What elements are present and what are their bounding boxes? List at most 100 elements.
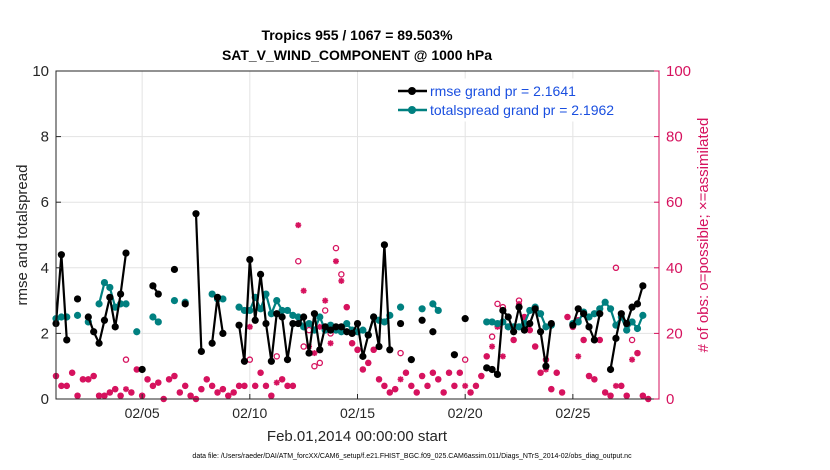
obs-marker-stroke xyxy=(537,369,544,376)
legend-spread-marker xyxy=(408,106,416,114)
obs-marker-stroke xyxy=(144,376,151,383)
obs-marker-stroke xyxy=(392,386,398,392)
spread-point xyxy=(590,310,598,318)
obs-assimilated-point xyxy=(300,287,307,294)
obs-marker-stroke xyxy=(387,389,393,396)
rmse-point xyxy=(418,316,426,324)
rmse-point xyxy=(386,346,394,354)
obs-assimilated-point xyxy=(128,389,135,396)
obs-marker-stroke xyxy=(613,383,619,389)
rmse-point xyxy=(461,315,469,323)
obs-assimilated-point xyxy=(451,382,458,389)
obs-possible-point xyxy=(311,362,318,370)
rmse-point xyxy=(219,329,227,337)
rmse-point xyxy=(370,313,378,321)
obs-assimilated-point xyxy=(349,340,356,347)
obs-possible-point xyxy=(273,353,280,360)
obs-possible-point xyxy=(612,264,620,272)
obs-assimilated-point xyxy=(198,386,205,393)
rmse-point xyxy=(267,357,275,365)
rmse-point xyxy=(213,293,222,301)
legend: rmse grand pr = 2.1641 totalspread grand… xyxy=(392,78,656,122)
rmse-point xyxy=(407,356,415,364)
obs-marker-stroke xyxy=(209,383,215,389)
obs-marker-stroke xyxy=(607,392,614,399)
obs-marker-stroke xyxy=(424,383,431,389)
obs-marker-stroke xyxy=(500,353,506,360)
obs-marker-stroke xyxy=(58,383,65,389)
obs-assimilated-point xyxy=(478,373,485,380)
rmse-point xyxy=(256,270,265,278)
obs-assimilated-point xyxy=(639,392,646,399)
rmse-point xyxy=(235,321,243,329)
obs-marker-stroke xyxy=(295,222,302,228)
obs-marker-stroke xyxy=(634,350,641,356)
obs-marker-stroke xyxy=(182,383,188,389)
rmse-point xyxy=(305,349,313,357)
obs-marker-stroke xyxy=(446,369,452,376)
y-right-tick-label: 20 xyxy=(666,325,683,342)
obs-possible-point xyxy=(488,333,496,340)
obs-assimilated-point xyxy=(376,376,383,383)
obs-assimilated-point xyxy=(564,314,571,320)
obs-assimilated-point xyxy=(580,336,587,343)
y-axis-right-label: # of obs: o=possible; ×=assimilated xyxy=(695,118,712,353)
obs-assimilated-point xyxy=(246,323,253,330)
spread-point xyxy=(633,324,642,333)
obs-assimilated-point xyxy=(209,382,216,389)
obs-assimilated-point xyxy=(327,340,334,347)
obs-assimilated-point xyxy=(176,389,183,396)
obs-assimilated-point xyxy=(386,389,393,396)
obs-assimilated-point xyxy=(397,376,404,383)
rmse-point xyxy=(359,352,367,360)
rmse-point xyxy=(364,331,372,339)
obs-possible-point xyxy=(628,336,636,344)
obs-assimilated-point xyxy=(548,386,555,393)
obs-assimilated-point xyxy=(149,382,156,389)
rmse-point xyxy=(273,310,281,318)
obs-possible-point xyxy=(316,359,324,367)
obs-assimilated-point xyxy=(413,389,420,396)
rmse-point xyxy=(73,295,82,303)
rmse-point xyxy=(192,210,200,218)
obs-assimilated-point xyxy=(575,353,582,360)
obs-marker-stroke xyxy=(90,373,97,379)
y-left-tick-label: 8 xyxy=(41,129,49,146)
rmse-point xyxy=(310,310,319,318)
obs-assimilated-point xyxy=(359,366,366,373)
rmse-point xyxy=(633,300,642,308)
obs-marker-stroke xyxy=(117,392,124,399)
obs-assimilated-point xyxy=(553,369,560,376)
rmse-point xyxy=(429,328,437,336)
obs-marker-stroke xyxy=(220,386,226,392)
spread-point xyxy=(122,300,130,308)
y-right-tick-label: 0 xyxy=(666,391,674,408)
obs-possible-point xyxy=(122,356,130,363)
rmse-point xyxy=(348,329,356,337)
obs-assimilated-point xyxy=(74,392,81,399)
obs-assimilated-point xyxy=(532,343,539,350)
obs-marker-stroke xyxy=(553,369,560,376)
obs-assimilated-point xyxy=(338,277,345,284)
obs-assimilated-point xyxy=(499,353,506,360)
obs-assimilated-point xyxy=(618,382,625,389)
rmse-line-segment xyxy=(194,213,203,352)
obs-marker-stroke xyxy=(419,373,425,379)
obs-marker-stroke xyxy=(381,383,388,389)
obs-assimilated-point xyxy=(58,382,65,389)
rmse-point xyxy=(547,319,555,328)
rmse-point xyxy=(117,290,125,298)
rmse-point xyxy=(181,300,189,308)
spread-point xyxy=(278,306,286,315)
obs-possible-point xyxy=(397,349,404,357)
obs-marker-stroke xyxy=(467,389,474,396)
spread-point xyxy=(267,310,275,318)
spread-point xyxy=(396,303,405,311)
spread-point xyxy=(305,319,313,328)
obs-marker-stroke xyxy=(177,389,183,396)
obs-marker-stroke xyxy=(365,360,372,366)
obs-marker-stroke xyxy=(133,366,140,373)
obs-marker-stroke xyxy=(397,376,404,383)
rmse-point xyxy=(122,249,130,257)
obs-marker-stroke xyxy=(69,369,75,376)
